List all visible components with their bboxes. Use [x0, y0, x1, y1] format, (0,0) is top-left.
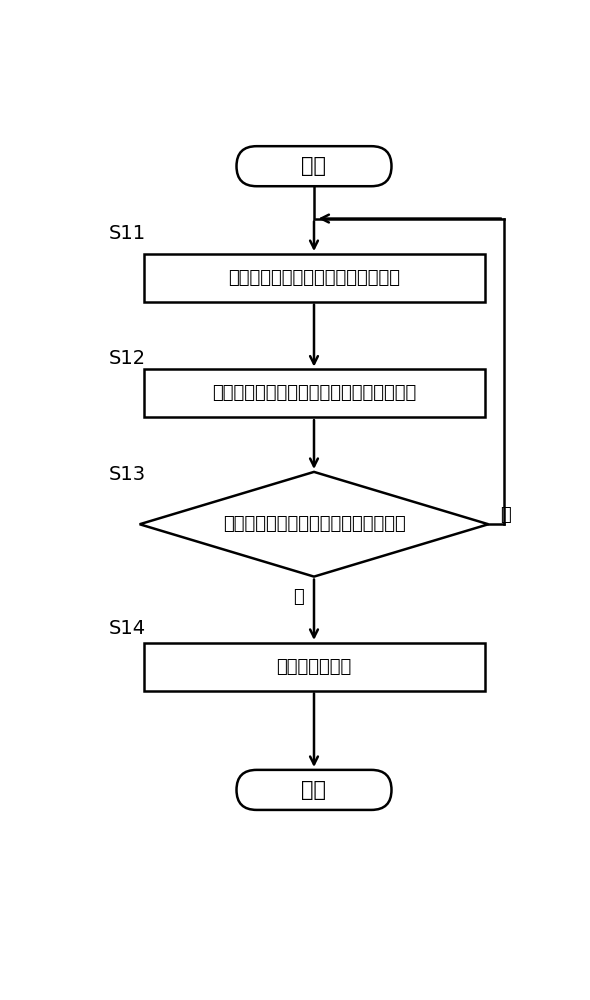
Text: S11: S11: [109, 224, 146, 243]
Polygon shape: [140, 472, 489, 577]
Bar: [143, 254, 484, 302]
Text: 根据时间序列变化计算轮胎变形速度的峰值: 根据时间序列变化计算轮胎变形速度的峰值: [212, 384, 416, 402]
FancyBboxPatch shape: [237, 770, 392, 810]
Text: 结束: 结束: [301, 780, 326, 800]
Text: 否: 否: [500, 506, 511, 524]
Text: 使用第一峰值求出的指标为阈值以下？: 使用第一峰值求出的指标为阈值以下？: [222, 515, 405, 533]
Bar: [143, 643, 484, 691]
Text: 测定轮胎的变形速度的时间序列变化: 测定轮胎的变形速度的时间序列变化: [228, 269, 400, 287]
Text: 开始: 开始: [301, 156, 326, 176]
Text: 是: 是: [293, 588, 304, 606]
Bar: [143, 369, 484, 417]
Text: 判断为轮胎劣化: 判断为轮胎劣化: [276, 658, 352, 676]
FancyBboxPatch shape: [237, 146, 392, 186]
Text: S12: S12: [109, 349, 146, 368]
Text: S14: S14: [109, 619, 146, 638]
Text: S13: S13: [109, 465, 146, 484]
